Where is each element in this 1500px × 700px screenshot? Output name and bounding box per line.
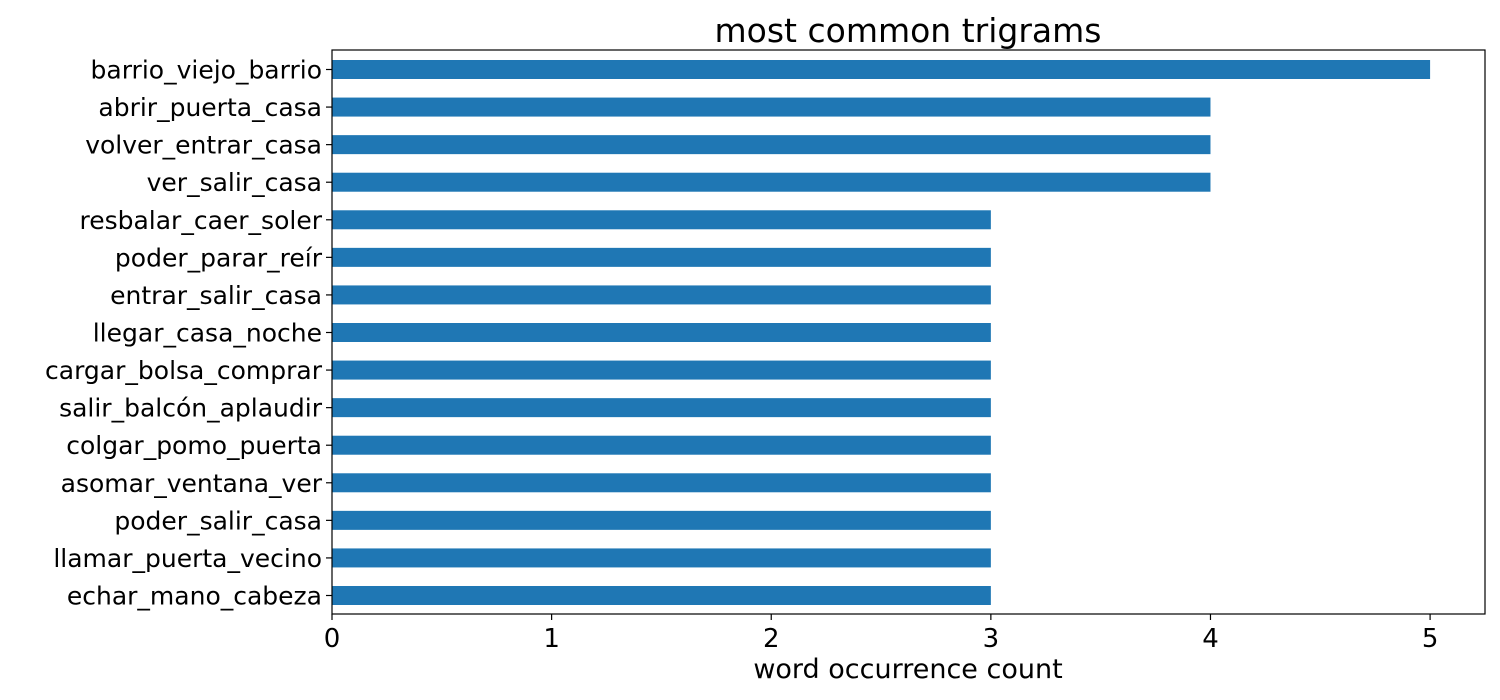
category-labels: barrio_viejo_barrio abrir_puerta_casavolv… [45,56,332,611]
bar [332,510,991,530]
bar [332,360,991,380]
category-label: barrio_viejo_barrio [91,56,322,85]
category-label: cargar_bolsa_comprar [45,356,323,385]
x-tick-label: 0 [324,624,341,654]
category-label: ver_salir_casa [147,168,322,197]
category-label: entrar_salir_casa [110,281,322,310]
category-label: volver_entrar_casa [85,131,322,160]
plot-frame [331,49,1486,615]
category-label: llegar_casa_noche [93,319,322,348]
bar [332,586,991,605]
category-label: llamar_puerta_vecino [53,544,322,573]
bar [332,247,991,267]
x-tick-label: 1 [543,624,560,654]
x-tick-label: 3 [983,624,1000,654]
x-tick-label: 4 [1202,624,1219,654]
bars-layer [332,60,1431,605]
bar [332,97,1211,117]
category-label: colgar_pomo_puerta [66,431,322,460]
category-label: asomar_ventana_ver [61,469,323,498]
bar [332,548,991,568]
bar [332,135,1211,155]
bar [332,285,991,305]
bar [332,435,991,455]
category-label: echar_mano_cabeza [67,582,322,611]
bar [332,172,1211,192]
category-label: poder_parar_reír [115,243,323,272]
x-axis-ticks: 0 1 2 3 4 5 [324,614,1439,654]
bar [332,210,991,230]
category-label: resbalar_caer_soler [79,206,322,235]
x-axis-label: word occurrence count [753,654,1062,685]
x-tick-label: 5 [1422,624,1439,654]
x-tick-label: 2 [763,624,780,654]
category-label: salir_balcón_aplaudir [59,394,323,423]
chart-title: most common trigrams [715,11,1102,50]
category-label: abrir_puerta_casa [98,93,322,122]
bar [332,473,991,493]
bar [332,398,991,418]
bar [332,60,1431,79]
bar [332,323,991,342]
category-label: poder_salir_casa [114,506,322,535]
